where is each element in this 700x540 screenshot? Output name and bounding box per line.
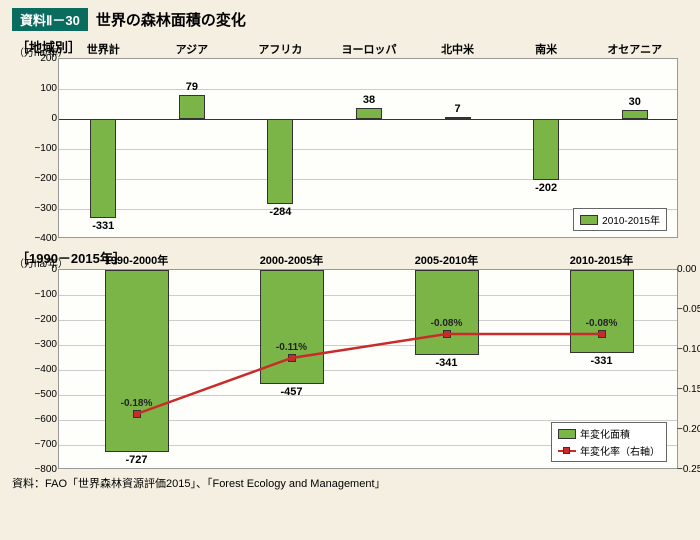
y-tick-left: −700	[17, 439, 57, 450]
category-label: 南米	[501, 41, 591, 57]
category-label: アジア	[147, 41, 237, 57]
title-row: 資料Ⅱ－30 世界の森林面積の変化	[12, 8, 688, 31]
y-tick-right: −0.25	[677, 464, 700, 475]
chart2-area: −800−700−600−500−400−300−200−1000−0.25−0…	[58, 269, 678, 469]
y-tick-left: −200	[17, 173, 57, 184]
category-label: ヨーロッパ	[324, 41, 414, 57]
line-marker	[598, 330, 606, 338]
category-label: 1990-2000年	[92, 252, 182, 268]
y-tick-left: −800	[17, 464, 57, 475]
bar	[105, 270, 169, 452]
y-tick-left: −500	[17, 389, 57, 400]
y-tick-left: −600	[17, 414, 57, 425]
y-tick-left: −300	[17, 339, 57, 350]
legend: 2010-2015年	[573, 208, 667, 231]
line-value-label: -0.11%	[264, 342, 320, 353]
bar	[267, 119, 293, 204]
bar-value-label: -457	[262, 386, 322, 398]
bar-value-label: -202	[516, 182, 576, 194]
bar-value-label: 38	[339, 94, 399, 106]
bar	[260, 270, 324, 384]
main-title: 世界の森林面積の変化	[96, 9, 246, 30]
y-tick-left: −300	[17, 203, 57, 214]
bar	[415, 270, 479, 355]
badge: 資料Ⅱ－30	[12, 8, 88, 31]
legend: 年変化面積年変化率（右軸）	[551, 422, 667, 462]
category-label: オセアニア	[590, 41, 680, 57]
bar	[570, 270, 634, 353]
bar	[90, 119, 116, 218]
bar-value-label: 7	[428, 103, 488, 115]
line-value-label: -0.08%	[419, 318, 475, 329]
bar-value-label: -341	[417, 357, 477, 369]
source-text: 資料：FAO「世界森林資源評価2015」、「Forest Ecology and…	[12, 475, 688, 491]
line-marker	[133, 410, 141, 418]
bar	[445, 117, 471, 119]
y-tick-left: −400	[17, 233, 57, 244]
line-marker	[443, 330, 451, 338]
bar-value-label: 79	[162, 81, 222, 93]
bar-value-label: -331	[572, 355, 632, 367]
bar-value-label: -331	[73, 220, 133, 232]
line-value-label: -0.08%	[574, 318, 630, 329]
bar	[533, 119, 559, 180]
bar-value-label: 30	[605, 96, 665, 108]
y-tick-right: −0.05	[677, 304, 700, 315]
category-label: 2000-2005年	[247, 252, 337, 268]
bar-value-label: -727	[107, 454, 167, 466]
y-tick-left: −200	[17, 314, 57, 325]
bar	[622, 110, 648, 119]
y-tick-left: 100	[17, 83, 57, 94]
y-tick-left: −100	[17, 143, 57, 154]
category-label: 世界計	[58, 41, 148, 57]
y-tick-right: −0.20	[677, 424, 700, 435]
line-marker	[288, 354, 296, 362]
y-tick-right: −0.15	[677, 384, 700, 395]
bar	[356, 108, 382, 119]
y-tick-left: 0	[17, 264, 57, 275]
bar-value-label: -284	[250, 206, 310, 218]
y-tick-left: 200	[17, 53, 57, 64]
category-label: 2010-2015年	[557, 252, 647, 268]
y-tick-right: −0.10	[677, 344, 700, 355]
bar	[179, 95, 205, 119]
y-tick-right: 0.00	[677, 264, 700, 275]
category-label: 2005-2010年	[402, 252, 492, 268]
y-tick-left: 0	[17, 113, 57, 124]
y-tick-left: −400	[17, 364, 57, 375]
y-tick-left: −100	[17, 289, 57, 300]
chart1-area: −400−300−200−1000100200世界計-331アジア79アフリカ-…	[58, 58, 678, 238]
category-label: アフリカ	[235, 41, 325, 57]
category-label: 北中米	[413, 41, 503, 57]
line-value-label: -0.18%	[109, 398, 165, 409]
